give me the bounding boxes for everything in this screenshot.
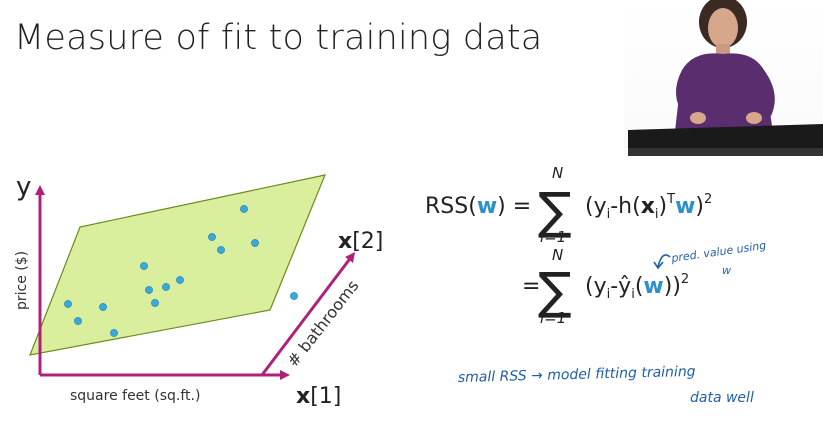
data-point [145, 286, 153, 294]
sum-symbol-1: ∑ [538, 182, 572, 240]
rss-rhs-2: (yi-ŷi(w))2 [585, 272, 689, 302]
pred-note-line2: w [722, 264, 731, 277]
sum-symbol-2: ∑ [538, 262, 572, 320]
sum-lower-1: i=1 [540, 228, 566, 246]
data-point [74, 317, 82, 325]
data-point [110, 329, 118, 337]
rss-eq-2: = [522, 274, 540, 299]
y-axis-label: y [16, 172, 31, 202]
data-point [208, 233, 216, 241]
data-points [64, 205, 298, 337]
data-point [217, 246, 225, 254]
note-line1: small RSS → model fitting training [458, 364, 696, 386]
x2-index: [2] [352, 229, 383, 254]
sum-upper-1: N [552, 164, 563, 182]
data-point [290, 292, 298, 300]
data-point [251, 239, 259, 247]
data-point [240, 205, 248, 213]
slide-title: Measure of fit to training data [14, 18, 543, 58]
presenter-video [624, 0, 823, 156]
data-point [99, 303, 107, 311]
x2-axis-label: # bathrooms [283, 276, 362, 370]
x2-bold-x: x [338, 229, 352, 254]
data-point [176, 276, 184, 284]
w-symbol: w [643, 274, 663, 299]
note-line2: data well [690, 390, 754, 406]
w-symbol: w [675, 194, 695, 219]
x1-axis-label: square feet (sq.ft.) [70, 388, 200, 404]
x2-axis-var: x[2] [338, 229, 383, 254]
data-point [64, 300, 72, 308]
fit-plane [29, 174, 326, 356]
data-point [151, 299, 159, 307]
pred-note-line1: pred. value using [670, 239, 767, 265]
x1-axis-var: x[1] [296, 384, 341, 409]
pred-arrow [657, 254, 671, 268]
x1-index: [1] [310, 384, 341, 409]
data-point [140, 262, 148, 270]
w-symbol: w [477, 194, 497, 219]
sum-upper-2: N [552, 246, 563, 264]
rss-rhs-1: (yi-h(xi)Tw)2 [585, 192, 712, 222]
rss-equation: RSS(w) = N ∑ i=1 (yi-h(xi)Tw)2 = N ∑ i=1… [400, 150, 823, 419]
x2-axis-line [260, 252, 356, 376]
rss-lhs: RSS(w) = [425, 194, 531, 219]
data-point [162, 283, 170, 291]
regression-plot: y price ($) square feet (sq.ft.) x[1] x[… [0, 160, 400, 419]
sum-lower-2: i=1 [540, 309, 566, 327]
price-label: price ($) [14, 251, 30, 310]
x1-bold-x: x [296, 384, 310, 409]
